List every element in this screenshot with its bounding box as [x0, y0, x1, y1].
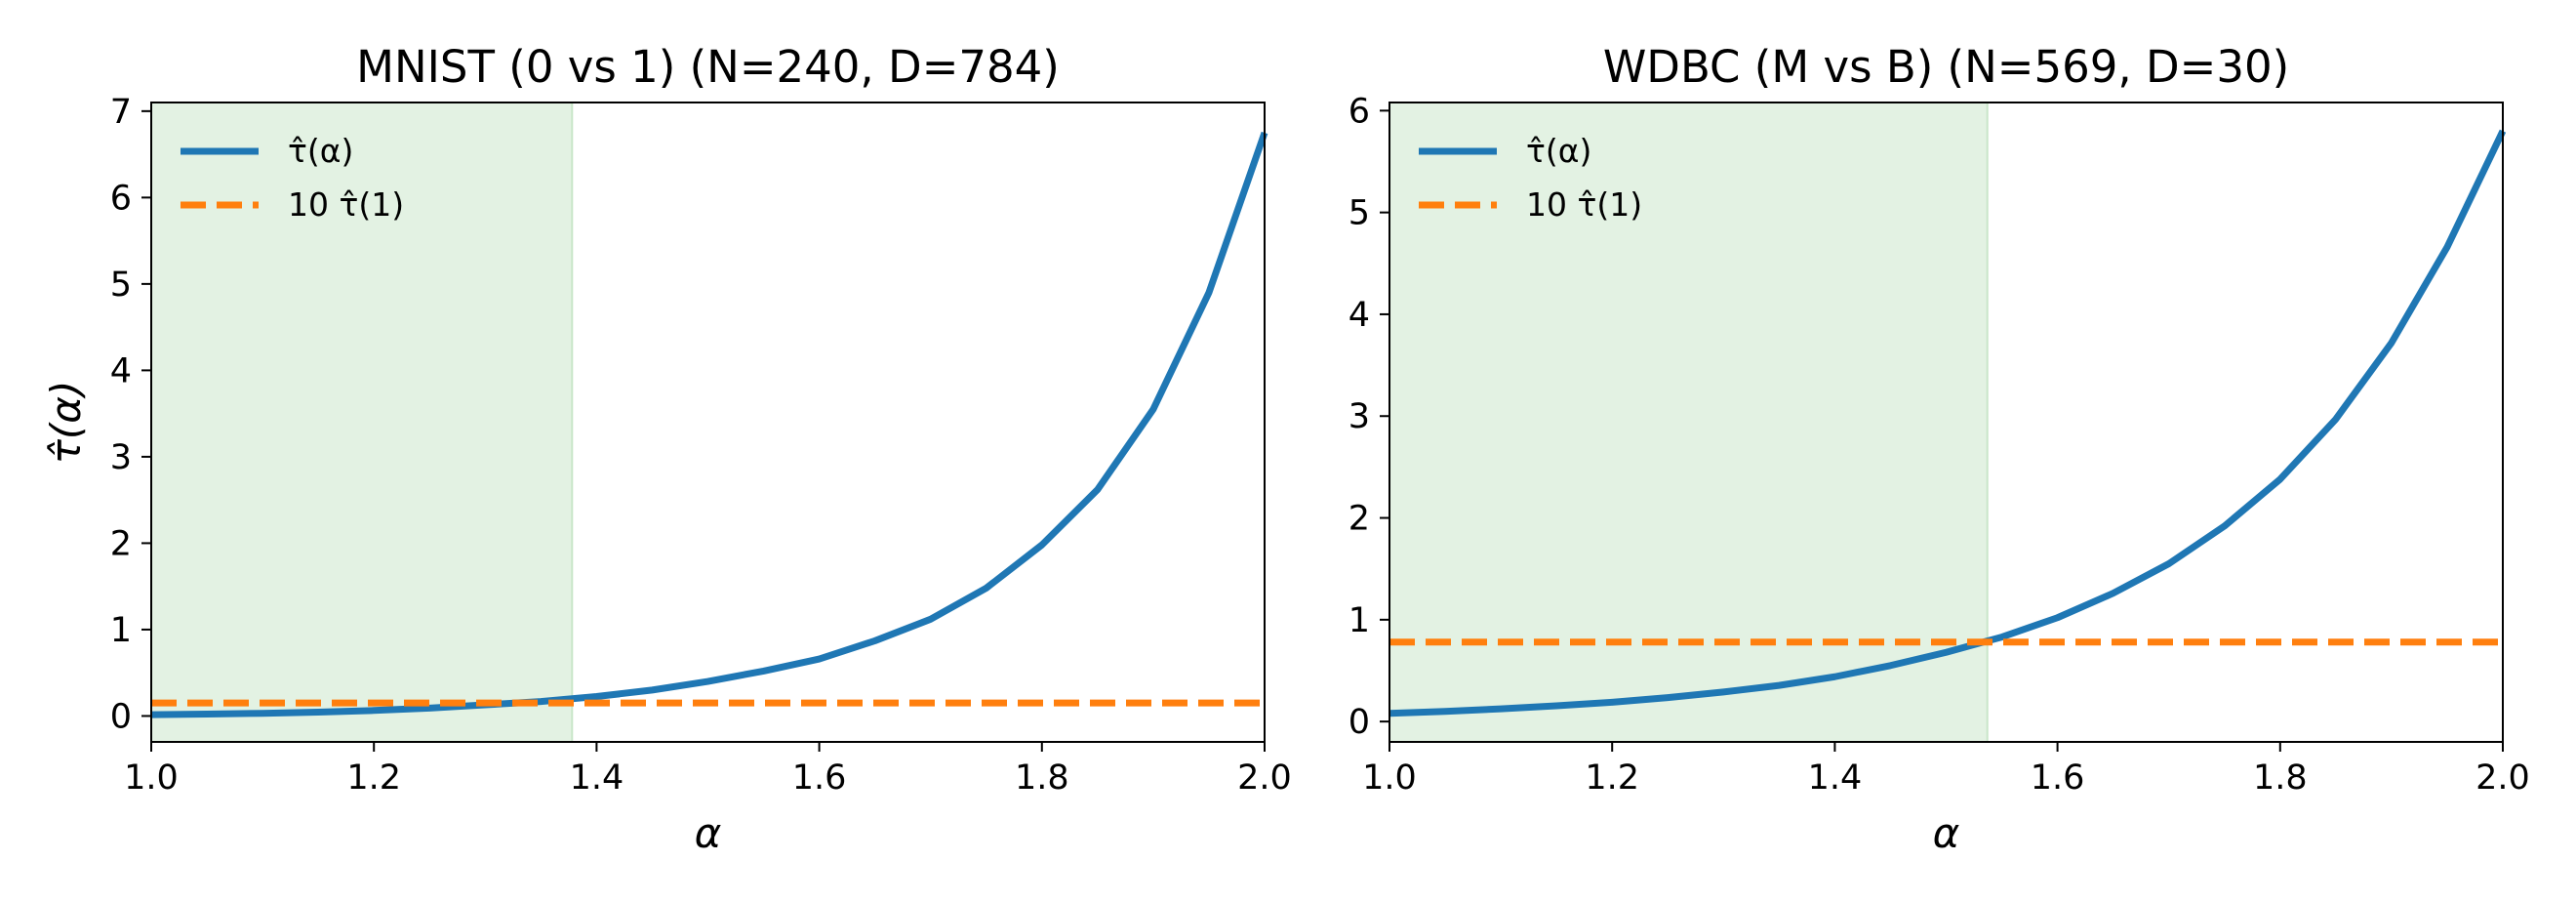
- x-tick-label: 1.6: [792, 758, 847, 798]
- legend-label: τ̂(α): [1526, 132, 1591, 170]
- y-tick-label: 3: [110, 438, 132, 477]
- x-tick-label: 1.4: [1808, 758, 1863, 798]
- plot-frame: [1389, 102, 2504, 743]
- x-axis-label: α: [1933, 809, 1960, 857]
- y-tick-label: 5: [1348, 194, 1370, 233]
- chart-title: MNIST (0 vs 1) (N=240, D=784): [356, 41, 1060, 93]
- legend-label: 10 τ̂(1): [288, 185, 404, 224]
- chart-title: WDBC (M vs B) (N=569, D=30): [1603, 41, 2289, 93]
- x-axis-label: α: [695, 809, 722, 857]
- y-tick-label: 0: [1348, 703, 1370, 742]
- x-tick-label: 1.0: [1362, 758, 1417, 798]
- y-tick-label: 0: [110, 697, 132, 736]
- x-tick-label: 1.2: [1585, 758, 1639, 798]
- legend-label: τ̂(α): [288, 132, 353, 170]
- y-tick-label: 6: [1348, 92, 1370, 131]
- legend: τ̂(α) 10 τ̂(1): [181, 132, 404, 224]
- legend-label: 10 τ̂(1): [1526, 185, 1642, 224]
- y-tick-label: 3: [1348, 397, 1370, 436]
- x-tick-label: 2.0: [1237, 758, 1292, 798]
- y-axis-label: τ̂(α): [42, 381, 90, 465]
- x-tick-label: 1.8: [1015, 758, 1069, 798]
- y-tick-label: 2: [110, 524, 132, 563]
- y-tick-label: 1: [110, 611, 132, 650]
- x-tick-label: 1.6: [2031, 758, 2085, 798]
- y-tick-label: 2: [1348, 500, 1370, 539]
- y-tick-label: 1: [1348, 601, 1370, 640]
- y-tick-label: 5: [110, 266, 132, 305]
- y-tick-label: 4: [110, 351, 132, 390]
- x-tick-label: 2.0: [2475, 758, 2530, 798]
- x-tick-label: 1.2: [346, 758, 401, 798]
- x-tick-label: 1.0: [124, 758, 179, 798]
- series-line-tau-alpha: [1389, 129, 2507, 718]
- x-tick-label: 1.8: [2253, 758, 2308, 798]
- series-line-tau-alpha: [150, 131, 1268, 718]
- y-tick-label: 7: [110, 93, 132, 132]
- legend: τ̂(α) 10 τ̂(1): [1419, 132, 1642, 224]
- shaded-region: [151, 102, 573, 742]
- y-tick-label: 6: [110, 179, 132, 218]
- y-tick-label: 4: [1348, 296, 1370, 335]
- plot-frame: [150, 102, 1266, 743]
- chart-mnist: 1.0 1.2 1.4 1.6 1.8 2.0 0 1 2 3 4 5 6 7 MNIST (0 vs 1…: [42, 41, 1292, 857]
- x-tick-label: 1.4: [570, 758, 624, 798]
- shaded-region: [1389, 102, 1988, 742]
- chart-wdbc: 1.0 1.2 1.4 1.6 1.8 2.0 0 1 2 3 4 5 6 WDBC (M vs B) …: [1348, 41, 2530, 857]
